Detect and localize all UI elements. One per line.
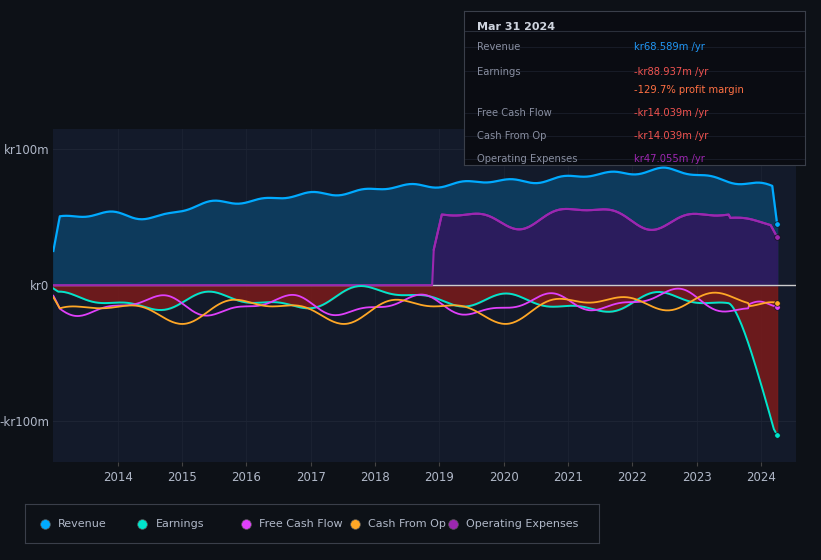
Text: Earnings: Earnings: [156, 519, 204, 529]
Text: Revenue: Revenue: [478, 42, 521, 52]
Text: Mar 31 2024: Mar 31 2024: [478, 22, 556, 32]
Text: Revenue: Revenue: [58, 519, 107, 529]
Text: -129.7% profit margin: -129.7% profit margin: [635, 85, 744, 95]
Text: Operating Expenses: Operating Expenses: [466, 519, 578, 529]
Text: Cash From Op: Cash From Op: [478, 132, 547, 141]
Text: Earnings: Earnings: [478, 67, 521, 77]
Text: Free Cash Flow: Free Cash Flow: [259, 519, 342, 529]
Text: -kr14.039m /yr: -kr14.039m /yr: [635, 108, 709, 118]
Text: kr68.589m /yr: kr68.589m /yr: [635, 42, 705, 52]
Text: Free Cash Flow: Free Cash Flow: [478, 108, 553, 118]
Text: Operating Expenses: Operating Expenses: [478, 155, 578, 165]
Text: -kr14.039m /yr: -kr14.039m /yr: [635, 132, 709, 141]
Text: Cash From Op: Cash From Op: [369, 519, 446, 529]
Text: kr47.055m /yr: kr47.055m /yr: [635, 155, 705, 165]
Text: -kr88.937m /yr: -kr88.937m /yr: [635, 67, 709, 77]
